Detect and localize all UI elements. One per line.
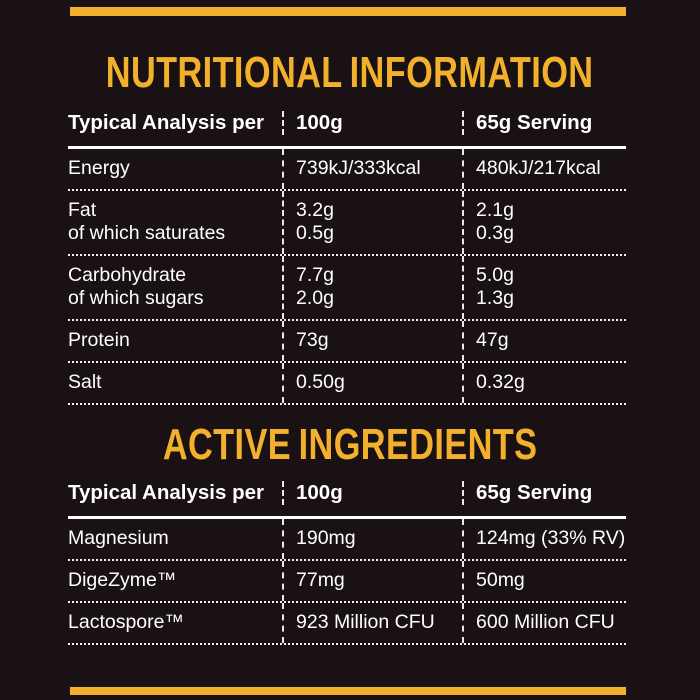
- cell-text: 3.2g: [296, 199, 334, 221]
- per-100g-cell: 3.2g 0.5g: [282, 191, 462, 254]
- per-serving-cell: 480kJ/217kcal: [462, 149, 626, 189]
- table-row: Salt 0.50g 0.32g: [68, 363, 626, 405]
- column-header-65g-serving: 65g Serving: [462, 481, 626, 505]
- per-100g-cell: 73g: [282, 321, 462, 361]
- per-100g-cell: 77mg: [282, 561, 462, 601]
- cell-text: 73g: [296, 329, 329, 351]
- table-row: Magnesium 190mg 124mg (33% RV): [68, 519, 626, 561]
- cell-text: 1.3g: [476, 287, 514, 309]
- cell-text: 50mg: [476, 569, 525, 591]
- table-row: Energy 739kJ/333kcal 480kJ/217kcal: [68, 149, 626, 191]
- cell-text: 600 Million CFU: [476, 611, 615, 633]
- cell-text: 0.50g: [296, 371, 345, 393]
- table-header-row: Typical Analysis per 100g 65g Serving: [68, 100, 626, 149]
- per-serving-cell: 0.32g: [462, 363, 626, 403]
- row-label-cell: Fat of which saturates: [68, 191, 282, 254]
- row-label-cell: Protein: [68, 321, 282, 361]
- cell-text: Energy: [68, 157, 130, 179]
- cell-text: Magnesium: [68, 527, 169, 549]
- cell-text: 2.1g: [476, 199, 514, 221]
- cell-text: Protein: [68, 329, 130, 351]
- per-100g-cell: 923 Million CFU: [282, 603, 462, 643]
- section-title: NUTRITIONAL INFORMATION: [106, 48, 594, 97]
- cell-text: 480kJ/217kcal: [476, 157, 601, 179]
- cell-text: 923 Million CFU: [296, 611, 435, 633]
- per-serving-cell: 2.1g 0.3g: [462, 191, 626, 254]
- table-row: Protein 73g 47g: [68, 321, 626, 363]
- row-label-cell: Salt: [68, 363, 282, 403]
- bottom-accent-rule: [70, 687, 626, 695]
- per-100g-cell: 190mg: [282, 519, 462, 559]
- cell-text: 739kJ/333kcal: [296, 157, 421, 179]
- table-row: Fat of which saturates 3.2g 0.5g 2.1g 0.3g: [68, 191, 626, 256]
- column-header-65g-serving: 65g Serving: [462, 111, 626, 135]
- cell-text: 5.0g: [476, 264, 514, 286]
- cell-text: DigeZyme™: [68, 569, 177, 591]
- table-row: DigeZyme™ 77mg 50mg: [68, 561, 626, 603]
- cell-text: 2.0g: [296, 287, 334, 309]
- cell-text: Salt: [68, 371, 102, 393]
- per-serving-cell: 50mg: [462, 561, 626, 601]
- table-header-row: Typical Analysis per 100g 65g Serving: [68, 470, 626, 519]
- cell-text: 0.3g: [476, 222, 514, 244]
- column-header-100g: 100g: [282, 111, 462, 135]
- per-serving-cell: 47g: [462, 321, 626, 361]
- per-100g-cell: 7.7g 2.0g: [282, 256, 462, 319]
- section-title: ACTIVE INGREDIENTS: [162, 420, 538, 469]
- row-label-cell: Carbohydrate of which sugars: [68, 256, 282, 319]
- section-nutritional-information: NUTRITIONAL INFORMATION: [0, 48, 700, 97]
- per-serving-cell: 5.0g 1.3g: [462, 256, 626, 319]
- column-header-100g: 100g: [282, 481, 462, 505]
- row-label-cell: Lactospore™: [68, 603, 282, 643]
- row-label-cell: Magnesium: [68, 519, 282, 559]
- column-header-analysis-per: Typical Analysis per: [68, 481, 264, 504]
- nutritional-information-table: Typical Analysis per 100g 65g Serving En…: [68, 100, 626, 405]
- section-active-ingredients: ACTIVE INGREDIENTS: [0, 420, 700, 469]
- cell-text: Fat: [68, 199, 97, 221]
- cell-text: 77mg: [296, 569, 345, 591]
- table-row: Carbohydrate of which sugars 7.7g 2.0g 5.0g 1…: [68, 256, 626, 321]
- active-ingredients-table: Typical Analysis per 100g 65g Serving Ma…: [68, 470, 626, 645]
- cell-text: 7.7g: [296, 264, 334, 286]
- cell-text: 0.5g: [296, 222, 334, 244]
- row-label-cell: Energy: [68, 149, 282, 189]
- per-serving-cell: 124mg (33% RV): [462, 519, 626, 559]
- cell-text: 124mg (33% RV): [476, 527, 626, 549]
- per-100g-cell: 0.50g: [282, 363, 462, 403]
- column-header-analysis-per: Typical Analysis per: [68, 111, 264, 134]
- per-100g-cell: 739kJ/333kcal: [282, 149, 462, 189]
- cell-text: Carbohydrate: [68, 264, 187, 286]
- cell-text: 0.32g: [476, 371, 525, 393]
- cell-text: Lactospore™: [68, 611, 184, 633]
- row-label-cell: DigeZyme™: [68, 561, 282, 601]
- per-serving-cell: 600 Million CFU: [462, 603, 626, 643]
- cell-text: of which sugars: [68, 287, 204, 309]
- cell-text: of which saturates: [68, 222, 226, 244]
- cell-text: 190mg: [296, 527, 356, 549]
- cell-text: 47g: [476, 329, 509, 351]
- top-accent-rule: [70, 7, 626, 16]
- table-row: Lactospore™ 923 Million CFU 600 Million CF…: [68, 603, 626, 645]
